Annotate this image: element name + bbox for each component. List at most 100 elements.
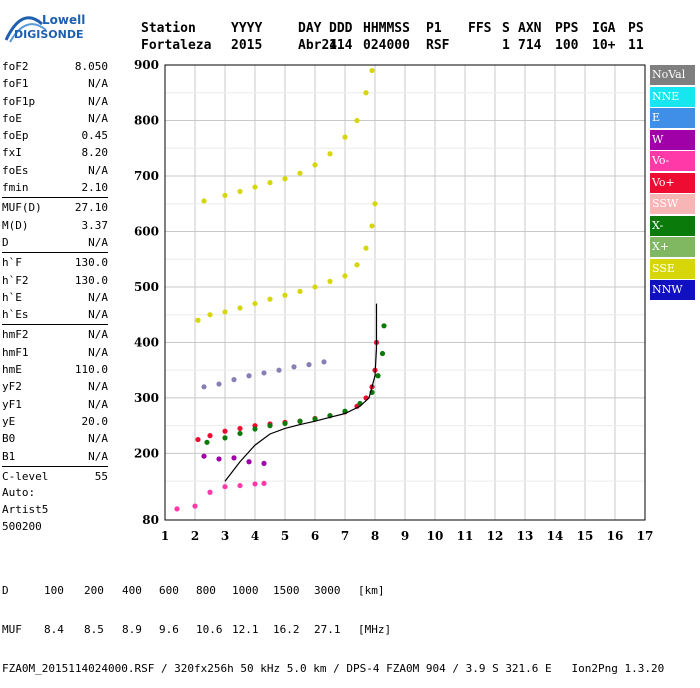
param-value: 130.0 [74, 256, 108, 270]
y-tick-label: 700 [134, 169, 159, 183]
trace-point [237, 305, 243, 311]
d-label: D [2, 584, 9, 597]
d-value: 800 [196, 584, 216, 597]
y-tick-label: 200 [134, 446, 159, 460]
param-key: foEp [2, 129, 29, 143]
legend-entry: Vo+ [650, 172, 695, 193]
param-value: 8.20 [81, 146, 109, 160]
trace-point [369, 67, 375, 74]
ionogram-traces [174, 67, 387, 512]
trace-point [204, 439, 210, 445]
param-key: yF1 [2, 397, 22, 411]
param-key: B1 [2, 449, 16, 463]
param-value: 8.050 [74, 60, 108, 73]
param-key: h`Es [2, 308, 29, 322]
param-key: foF1 [2, 77, 29, 91]
trace-point [222, 428, 228, 434]
trace-point [261, 460, 267, 467]
param-value: N/A [88, 77, 108, 91]
header-value: 024000 [363, 38, 410, 53]
header-label: PPS [555, 21, 579, 36]
param-row: yE 20.0 [2, 413, 108, 430]
trace-point [207, 312, 213, 318]
trace-point [267, 423, 273, 429]
param-key: h`F [2, 256, 22, 270]
legend-entry: Vo- [650, 151, 695, 171]
header-label: YYYY [231, 21, 263, 36]
ionogram-plot: 1 2 3 4 5 6 7 8 9 10 11 12 13 14 15 16 17802003004005006… [134, 58, 653, 543]
param-key: h`F2 [2, 273, 29, 287]
x-tick-label: 7 [341, 529, 349, 543]
x-tick-label: 15 [577, 529, 594, 543]
param-value: N/A [88, 328, 108, 342]
trace-point [252, 426, 258, 432]
trace-second_hop_mid [201, 359, 327, 390]
d-value: 100 [44, 584, 64, 597]
trace-point [267, 296, 273, 302]
param-row: foEp 0.45 [2, 127, 108, 144]
trace-point [381, 323, 387, 329]
x-tick-label: 14 [547, 529, 564, 543]
legend-entry: NNW [650, 280, 695, 300]
param-value: 3.37 [81, 218, 109, 232]
param-row: h`F 130.0 [2, 254, 108, 271]
legend-entry: X+ [650, 237, 695, 257]
trace-sporadic_E [201, 453, 267, 467]
d-value: 1500 [273, 584, 300, 597]
trace-point [207, 489, 213, 495]
d-value: 200 [84, 584, 104, 597]
x-tick-label: 11 [457, 529, 474, 543]
param-value: 0.45 [81, 129, 109, 143]
param-key: fmin [2, 181, 29, 195]
param-value: 55 [94, 469, 108, 483]
param-key: hmF1 [2, 345, 29, 359]
param-key: foF2 [2, 60, 29, 73]
param-key: foF1p [2, 94, 36, 108]
header-label: S [502, 21, 510, 36]
param-row: foF1p N/A [2, 93, 108, 110]
muf-value: [MHz] [358, 623, 392, 636]
param-key: hmF2 [2, 328, 29, 342]
trace-point [246, 373, 252, 379]
auto-artist: Artist5 [2, 503, 49, 516]
param-row: h`Es N/A [2, 306, 108, 323]
x-tick-label: 16 [607, 529, 624, 543]
param-row: C-level 55 [2, 468, 108, 485]
header-value: 10+ [592, 38, 616, 53]
muf-value: 27.1 [314, 623, 341, 636]
trace-point [354, 117, 360, 124]
header-label: HHMMSS [363, 21, 410, 36]
header-value: 100 [555, 38, 579, 53]
param-value: 27.10 [74, 201, 108, 215]
trace-point [291, 364, 297, 370]
parameter-table: foF2 8.050 foF1 N/A foF1p N/A foE N/A foEp 0.45 fx… [2, 58, 108, 485]
trace-point [372, 201, 378, 207]
trace-point [174, 506, 180, 512]
param-value: 130.0 [74, 273, 108, 287]
trace-point [282, 292, 288, 298]
header-label: PS [628, 21, 644, 36]
header-value: 114 [329, 38, 353, 53]
param-row: B1 N/A [2, 448, 108, 465]
trace-point [222, 309, 228, 315]
trace-low_echoes [174, 480, 267, 512]
legend-entry: X- [650, 215, 695, 236]
trace-point [321, 359, 327, 365]
trace-point [363, 245, 369, 251]
logo-line2: DIGISONDE [14, 28, 83, 41]
file-info: FZA0M_2015114024000.RSF / 320fx256h 50 k… [2, 662, 665, 675]
distance-row: D 100 200 400 600 800 1000 1500 3000 [km] [2, 584, 664, 597]
header-value: 11 [628, 38, 644, 53]
trace-point [297, 288, 303, 294]
x-tick-label: 9 [401, 529, 409, 543]
muf-label: MUF [2, 623, 22, 636]
x-tick-label: 5 [281, 529, 289, 543]
d-value: 600 [159, 584, 179, 597]
header-label: DAY [298, 21, 322, 36]
param-row: yF2 N/A [2, 378, 108, 395]
param-row: hmF2 N/A [2, 326, 108, 343]
param-value: 20.0 [81, 414, 109, 428]
footer: D 100 200 400 600 800 1000 1500 3000 [km] MUF 8.4 8… [2, 558, 664, 688]
lowell-digisonde-logo: Lowell DIGISONDE [4, 13, 85, 43]
profile-line [224, 303, 378, 482]
